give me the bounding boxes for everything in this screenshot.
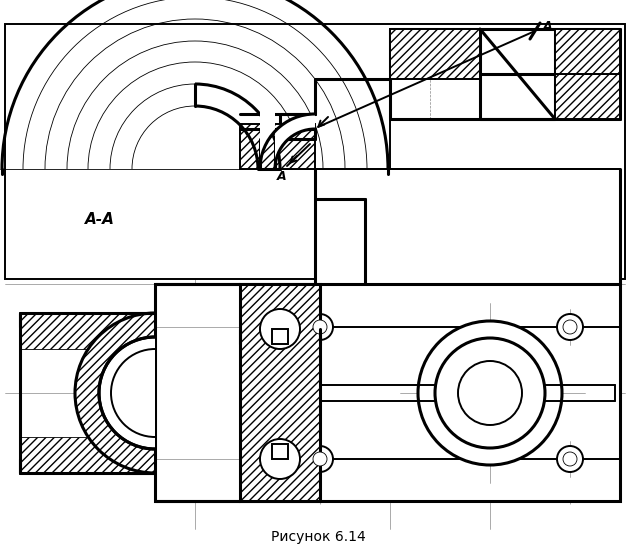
Bar [155,284,620,501]
Bar [390,29,480,79]
Polygon shape [75,313,155,473]
Circle shape [563,320,577,334]
Circle shape [313,320,327,334]
Circle shape [458,361,522,425]
Bar [20,437,155,473]
Circle shape [435,338,545,448]
Bar [555,29,620,74]
Bar [315,169,620,284]
Text: А-А: А-А [85,211,115,226]
Bar [20,313,155,349]
Bar [240,124,315,169]
Circle shape [307,314,333,340]
Polygon shape [272,444,288,459]
Wedge shape [99,337,155,449]
Circle shape [260,439,300,479]
Circle shape [563,452,577,466]
Text: A: A [543,21,553,34]
Text: Рисунок 6.14: Рисунок 6.14 [271,530,366,544]
Circle shape [307,446,333,472]
Circle shape [557,314,583,340]
Polygon shape [260,109,315,169]
Circle shape [260,309,300,349]
Circle shape [418,321,562,465]
Bar [155,284,620,501]
Bar [5,24,625,279]
Polygon shape [272,329,288,344]
Text: A: A [277,170,287,183]
Bar [555,74,620,119]
Circle shape [313,452,327,466]
Bar [240,284,320,501]
Circle shape [557,446,583,472]
